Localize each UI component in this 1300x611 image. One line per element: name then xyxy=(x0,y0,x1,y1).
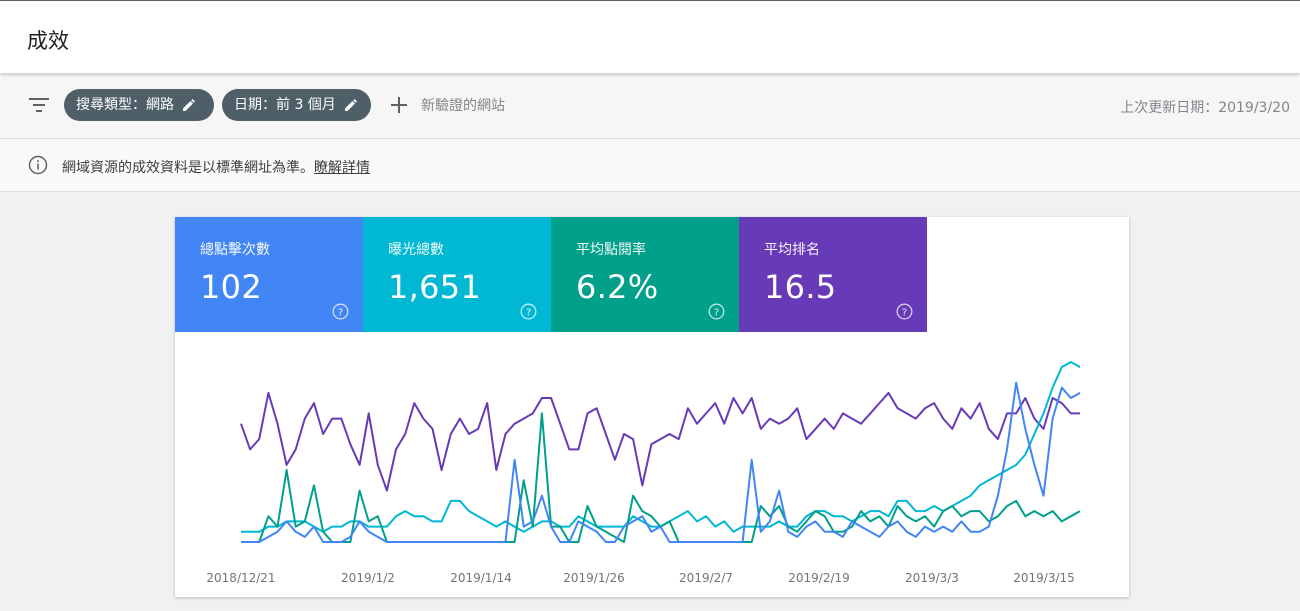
x-tick-label: 2019/1/14 xyxy=(450,571,512,585)
info-notice-text: 網域資源的成效資料是以標準網址為準。瞭解詳情 xyxy=(62,157,370,177)
series-line-3 xyxy=(241,381,1081,543)
metric-value: 102 xyxy=(200,268,262,306)
help-icon[interactable]: ? xyxy=(332,303,349,320)
svg-text:?: ? xyxy=(902,307,907,318)
add-filter-label: 新驗證的網站 xyxy=(421,98,505,114)
performance-card: 總點擊次數 102 ? 曝光總數 1,651 ? 平均點閱率 6.2% ? 平均… xyxy=(175,217,1129,597)
x-tick-label: 2019/1/2 xyxy=(341,571,395,585)
svg-text:?: ? xyxy=(714,307,719,318)
help-icon[interactable]: ? xyxy=(520,303,537,320)
search-type-chip-label: 搜尋類型：網路 xyxy=(76,97,174,113)
metric-total-clicks[interactable]: 總點擊次數 102 ? xyxy=(175,217,363,332)
metric-value: 6.2% xyxy=(576,268,659,306)
x-tick-label: 2019/2/19 xyxy=(788,571,850,585)
help-icon[interactable]: ? xyxy=(896,303,913,320)
info-icon xyxy=(28,155,48,175)
metric-total-impressions[interactable]: 曝光總數 1,651 ? xyxy=(363,217,551,332)
date-chip-label: 日期：前 3 個月 xyxy=(234,97,336,113)
svg-text:?: ? xyxy=(526,307,531,318)
search-type-filter-chip[interactable]: 搜尋類型：網路 xyxy=(64,89,214,121)
series-line-1 xyxy=(241,361,1081,533)
metric-average-position[interactable]: 平均排名 16.5 ? xyxy=(739,217,927,332)
svg-text:?: ? xyxy=(338,307,343,318)
filter-icon[interactable] xyxy=(28,96,50,114)
last-updated-text: 上次更新日期：2019/3/20 xyxy=(1120,100,1290,116)
x-tick-label: 2019/2/7 xyxy=(679,571,733,585)
date-filter-chip[interactable]: 日期：前 3 個月 xyxy=(222,89,371,121)
metric-value: 16.5 xyxy=(764,268,837,306)
series-line-0 xyxy=(240,391,1080,492)
metric-label: 總點擊次數 xyxy=(200,242,270,258)
pencil-icon[interactable] xyxy=(344,98,358,112)
metric-label: 平均排名 xyxy=(764,242,820,258)
performance-chart: 2018/12/21 2019/1/2 2019/1/14 2019/1/26 2019… xyxy=(206,361,1081,585)
metric-average-ctr[interactable]: 平均點閱率 6.2% ? xyxy=(551,217,739,332)
x-tick-label: 2019/3/3 xyxy=(905,571,959,585)
info-notice: 網域資源的成效資料是以標準網址為準。瞭解詳情 xyxy=(0,139,1300,192)
top-app-bar: 成效 xyxy=(0,0,1300,73)
pencil-icon[interactable] xyxy=(182,98,196,112)
series-line-2 xyxy=(241,412,1081,543)
help-icon[interactable]: ? xyxy=(708,303,725,320)
page-title: 成效 xyxy=(27,29,69,53)
metric-label: 曝光總數 xyxy=(388,242,444,258)
plus-icon xyxy=(391,97,407,113)
x-tick-label: 2019/3/15 xyxy=(1013,571,1075,585)
x-tick-label: 2018/12/21 xyxy=(206,571,275,585)
add-filter-button[interactable]: 新驗證的網站 xyxy=(390,89,505,121)
metric-label: 平均點閱率 xyxy=(576,242,646,258)
filter-bar: 搜尋類型：網路 日期：前 3 個月 新驗證的網站 上次更新日期：2019/3/2… xyxy=(0,72,1300,139)
notice-message: 網域資源的成效資料是以標準網址為準。 xyxy=(62,160,314,176)
x-tick-label: 2019/1/26 xyxy=(563,571,625,585)
learn-more-link[interactable]: 瞭解詳情 xyxy=(314,160,370,176)
metric-value: 1,651 xyxy=(388,268,482,306)
